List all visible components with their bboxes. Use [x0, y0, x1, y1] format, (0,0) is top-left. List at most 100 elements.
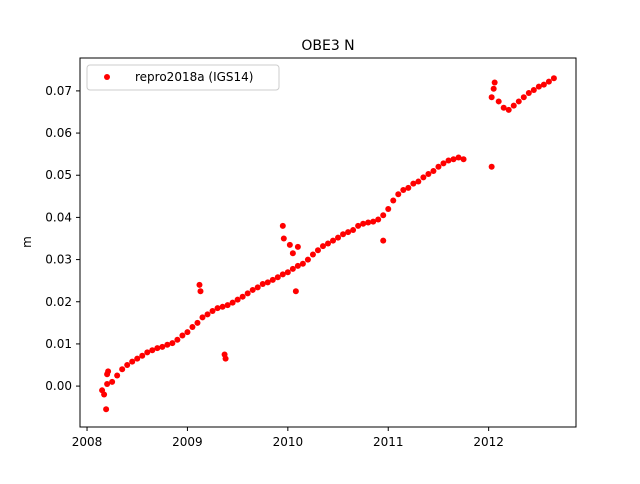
data-point	[194, 319, 201, 326]
data-point	[209, 308, 216, 315]
x-tick-label: 2008	[72, 435, 103, 449]
data-point	[274, 274, 281, 281]
data-point	[330, 237, 337, 244]
chart-title: OBE3 N	[301, 38, 354, 54]
x-tick-label: 2009	[172, 435, 203, 449]
data-point	[488, 163, 495, 170]
y-tick-label: 0.00	[45, 379, 72, 393]
data-point	[390, 197, 397, 204]
data-point	[490, 85, 497, 92]
data-point	[420, 174, 427, 181]
data-point	[279, 222, 286, 229]
x-axis: 2008 2009 2010 2011 2012	[72, 427, 504, 449]
data-point	[239, 293, 246, 300]
data-point	[545, 78, 552, 85]
data-point	[289, 250, 296, 257]
data-point	[395, 191, 402, 198]
data-point	[380, 237, 387, 244]
data-point	[199, 314, 206, 321]
data-point	[415, 178, 422, 185]
data-point	[159, 343, 166, 350]
data-point	[219, 303, 226, 310]
plot-area	[99, 75, 557, 413]
x-tick-label: 2012	[473, 435, 504, 449]
data-point	[292, 288, 299, 295]
data-point	[244, 290, 251, 297]
x-tick-label: 2011	[373, 435, 404, 449]
data-point	[460, 156, 467, 163]
data-point	[189, 324, 196, 331]
data-point	[179, 332, 186, 339]
data-point	[279, 271, 286, 278]
data-point	[286, 241, 293, 248]
data-point	[289, 265, 296, 272]
y-tick-label: 0.06	[45, 126, 72, 140]
data-point	[400, 187, 407, 193]
data-point	[114, 372, 121, 379]
data-point	[360, 220, 367, 227]
data-point	[325, 240, 331, 247]
legend: repro2018a (IGS14)	[86, 64, 280, 91]
data-point	[184, 329, 191, 336]
data-point	[370, 218, 377, 225]
data-point	[345, 229, 352, 236]
data-point	[214, 305, 221, 312]
data-point	[540, 81, 547, 88]
data-point	[299, 260, 306, 267]
data-point	[491, 79, 498, 86]
data-point	[385, 205, 392, 212]
data-point	[425, 170, 432, 177]
data-point	[164, 341, 171, 348]
data-point	[510, 102, 517, 109]
data-point	[380, 212, 387, 219]
data-point	[430, 168, 437, 175]
data-point	[196, 281, 203, 288]
data-point	[294, 243, 301, 250]
data-point	[525, 90, 532, 96]
y-tick-label: 0.07	[45, 84, 72, 98]
data-point	[455, 154, 462, 161]
legend-label: repro2018a (IGS14)	[135, 70, 253, 84]
data-point	[405, 184, 412, 191]
data-point	[488, 94, 495, 101]
y-tick-label: 0.05	[45, 168, 72, 182]
data-point	[314, 247, 321, 254]
data-point	[284, 269, 291, 276]
data-point	[103, 406, 110, 413]
data-point	[269, 276, 276, 283]
y-tick-label: 0.04	[45, 210, 72, 224]
x-tick-label: 2010	[273, 435, 304, 449]
data-point	[264, 279, 271, 286]
data-point	[249, 286, 256, 293]
plot-frame	[79, 57, 577, 428]
data-point	[550, 75, 557, 82]
data-point	[340, 231, 347, 238]
data-point	[109, 378, 116, 385]
data-point	[309, 251, 316, 258]
data-point	[375, 216, 382, 223]
data-point	[104, 380, 111, 387]
data-point	[254, 284, 261, 291]
data-point	[139, 352, 146, 359]
data-point	[134, 355, 141, 362]
data-point	[410, 180, 417, 187]
data-point	[144, 349, 151, 356]
data-point	[174, 336, 181, 343]
data-point	[505, 106, 512, 113]
data-point	[515, 98, 522, 105]
y-tick-label: 0.03	[45, 253, 72, 267]
y-tick-label: 0.02	[45, 295, 72, 309]
data-point	[500, 104, 507, 111]
data-point	[355, 222, 362, 229]
data-point	[259, 281, 266, 288]
data-point	[445, 157, 452, 164]
data-point	[530, 87, 537, 94]
data-point	[450, 156, 457, 163]
data-point	[350, 227, 357, 234]
data-point	[495, 98, 502, 105]
data-point	[124, 362, 131, 369]
data-point	[119, 366, 126, 373]
data-point	[129, 358, 136, 365]
